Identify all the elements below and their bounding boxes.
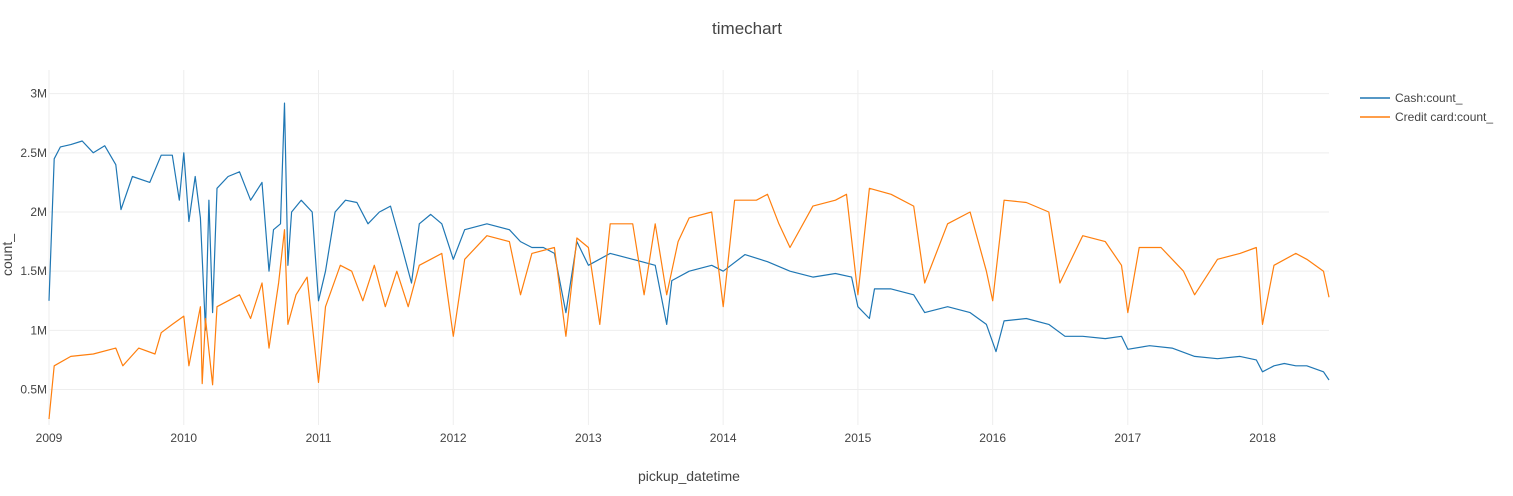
x-tick-label: 2012 [440,431,467,445]
legend-label-cash: Cash:count_ [1395,91,1463,105]
x-tick-label: 2009 [36,431,63,445]
chart-title: timechart [712,19,782,38]
x-tick-label: 2015 [845,431,872,445]
legend-item-cash[interactable]: Cash:count_ [1360,91,1463,105]
series-lines [48,102,1330,420]
y-tick-label: 2.5M [20,146,47,160]
y-axis-ticks: 0.5M 1M 1.5M 2M 2.5M 3M [20,87,47,397]
y-tick-label: 1M [30,323,47,337]
x-tick-label: 2018 [1249,431,1276,445]
x-tick-label: 2013 [575,431,602,445]
grid-lines [48,70,1329,425]
series-line-cash[interactable] [48,102,1330,381]
x-axis-title: pickup_datetime [638,468,740,484]
x-tick-label: 2017 [1114,431,1141,445]
y-tick-label: 1.5M [20,264,47,278]
x-tick-label: 2011 [306,431,332,445]
y-tick-label: 2M [30,205,47,219]
y-tick-label: 0.5M [20,383,47,397]
x-axis-ticks: 2009 2010 2011 2012 2013 2014 2015 2016 2017 2018 [36,431,1277,445]
y-axis-title: count_ [0,234,15,276]
x-tick-label: 2010 [170,431,197,445]
y-tick-label: 3M [30,87,47,101]
x-tick-label: 2014 [710,431,737,445]
legend-label-credit-card: Credit card:count_ [1395,110,1493,124]
legend-item-credit-card[interactable]: Credit card:count_ [1360,110,1493,124]
x-tick-label: 2016 [979,431,1006,445]
series-line-credit-card[interactable] [48,187,1330,420]
legend[interactable]: Cash:count_ Credit card:count_ [1360,91,1493,124]
